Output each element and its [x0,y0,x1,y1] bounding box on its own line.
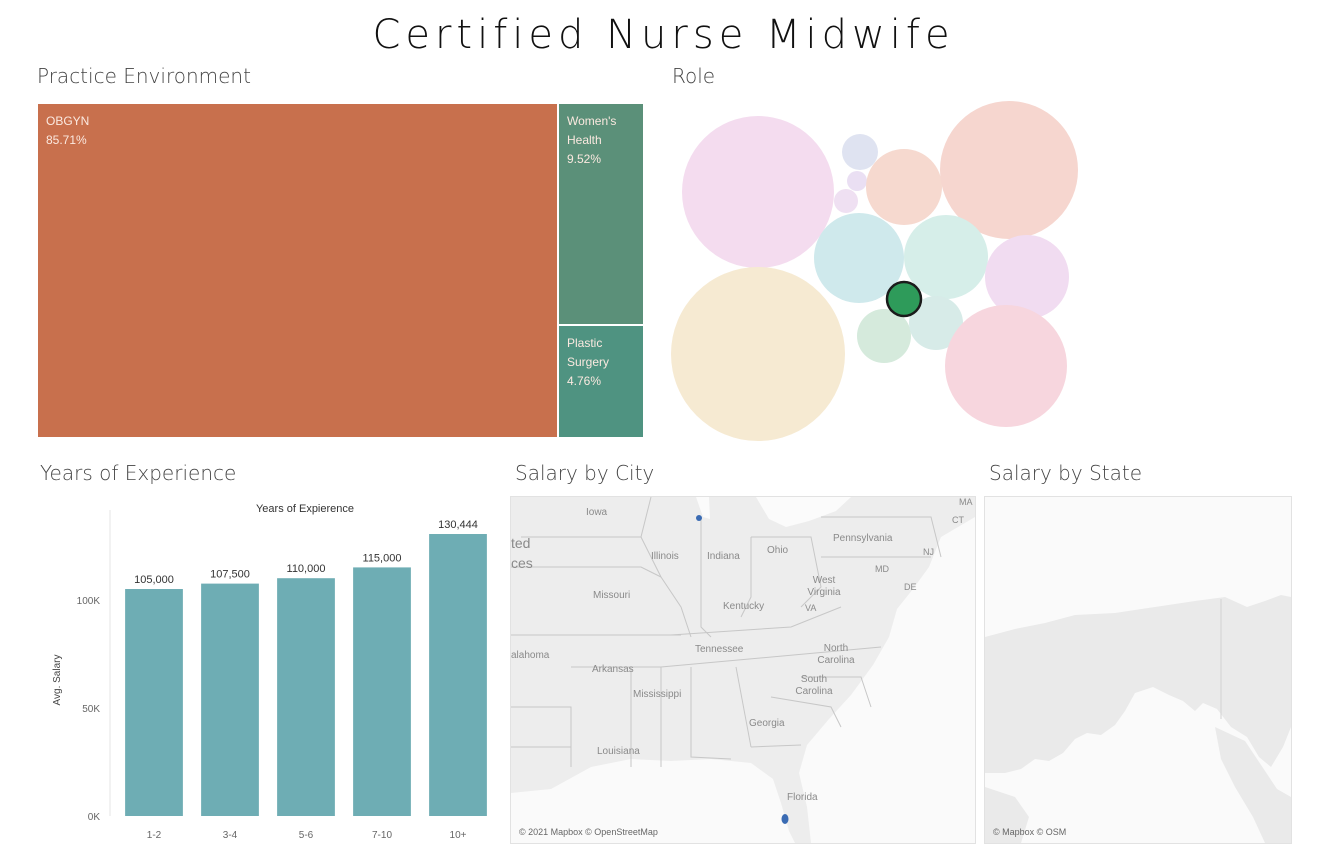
map-label-states-fragment: ces [511,555,533,571]
map-label-georgia: Georgia [749,718,785,729]
role-bubble[interactable] [847,171,867,191]
y-tick-label: 0K [88,812,101,823]
y-axis-label: Avg. Salary [52,655,63,706]
salary-by-city-title: Salary by City [515,461,655,485]
treemap-cell-obgyn[interactable]: OBGYN 85.71% [37,103,558,438]
map-label-indiana: Indiana [707,551,740,562]
map-label-oklahoma: alahoma [511,650,550,661]
land-shape [985,787,1029,843]
city-data-point[interactable] [781,814,789,824]
state-map-canvas [985,497,1291,843]
role-bubble[interactable] [834,189,858,213]
salary-by-city-map[interactable]: Iowa Illinois Indiana Ohio Pennsylvania … [510,496,976,844]
map-credit: © Mapbox © OSM [993,827,1067,837]
role-bubble[interactable] [842,134,878,170]
treemap-cell-label: Plastic Surgery [567,336,610,369]
chart-title: Years of Expierence [256,503,354,515]
practice-environment-treemap: OBGYN 85.71% Women's Health 9.52% Plasti… [37,103,644,438]
bar-data-label: 107,500 [210,569,250,581]
role-bubble[interactable] [671,267,845,441]
bar-data-label: 105,000 [134,574,174,586]
map-label-mississippi: Mississippi [633,689,682,700]
role-bubble-chart [671,101,1078,441]
x-tick-label: 1-2 [147,830,162,841]
treemap-cell-label: Women's Health [567,114,617,147]
map-label-pennsylvania: Pennsylvania [833,533,893,544]
role-bubble[interactable] [866,149,942,225]
city-map-canvas [511,497,975,843]
map-label-united-states-fragment: ted [511,535,531,551]
treemap-cell-label: OBGYN [46,114,90,128]
map-label-south-carolina: South Carolina [795,674,833,697]
map-label-ohio: Ohio [767,545,789,556]
map-label-de: DE [904,582,917,592]
treemap-cell-plastic-surgery[interactable]: Plastic Surgery 4.76% [558,325,644,438]
role-bubble[interactable] [904,215,988,299]
map-label-arkansas: Arkansas [592,664,634,675]
role-title: Role [672,64,716,88]
map-label-missouri: Missouri [593,590,631,601]
role-bubble[interactable] [682,116,834,268]
salary-by-state-map[interactable]: © Mapbox © OSM [984,496,1292,844]
map-label-nj: NJ [923,547,934,557]
treemap-cell-value: 9.52% [567,152,602,166]
map-label-ma: MA [959,497,973,507]
map-label-kentucky: Kentucky [723,601,765,612]
years-of-experience-title: Years of Experience [40,461,237,485]
role-bubble[interactable] [940,101,1078,239]
map-label-florida: Florida [787,792,818,803]
role-bubble[interactable] [945,305,1067,427]
lake-shape [696,497,710,519]
bar-10+[interactable] [429,534,487,816]
bar-data-label: 130,444 [438,519,478,531]
salary-by-state-title: Salary by State [989,461,1143,485]
map-label-illinois: Illinois [651,551,679,562]
x-tick-label: 3-4 [223,830,238,841]
treemap-cell-value: 4.76% [567,374,602,388]
bar-3-4[interactable] [201,583,259,816]
x-tick-label: 7-10 [372,830,392,841]
practice-environment-title: Practice Environment [37,64,251,88]
state-borders [511,497,942,767]
y-tick-label: 50K [82,704,100,715]
land-shape [985,595,1291,773]
land-shape [1215,727,1291,843]
role-bubble[interactable] [857,309,911,363]
map-label-md: MD [875,564,889,574]
map-label-west-virginia: West Virginia [807,575,841,598]
role-bubble[interactable] [909,296,963,350]
bar-5-6[interactable] [277,578,335,816]
x-tick-label: 10+ [450,830,467,841]
ocean-shape [799,517,975,843]
treemap-cell-womens-health[interactable]: Women's Health 9.52% [558,103,644,325]
role-bubble[interactable] [985,235,1069,319]
map-label-louisiana: Louisiana [597,746,640,757]
years-of-experience-bar-chart: Years of Expierence Avg. Salary 0K 50K 100… [52,503,487,841]
bar-7-10[interactable] [353,567,411,816]
map-credit: © 2021 Mapbox © OpenStreetMap [519,827,658,837]
dashboard-title: Certified Nurse Midwife [372,12,955,58]
map-label-tennessee: Tennessee [695,644,744,655]
map-label-ct: CT [952,515,964,525]
role-bubble-highlighted[interactable] [885,280,923,318]
lake-shape [756,497,851,527]
city-data-point[interactable] [696,515,702,521]
map-label-iowa: Iowa [586,507,608,518]
ocean-shape [511,759,795,843]
treemap-cell-value: 85.71% [46,133,87,147]
x-tick-label: 5-6 [299,830,314,841]
bar-data-label: 110,000 [287,563,326,575]
bar-data-label: 115,000 [363,552,402,564]
map-label-va: VA [805,603,817,613]
y-tick-label: 100K [77,596,101,607]
map-label-north-carolina: North Carolina [817,643,855,666]
bar-1-2[interactable] [125,589,183,816]
role-bubble[interactable] [814,213,904,303]
